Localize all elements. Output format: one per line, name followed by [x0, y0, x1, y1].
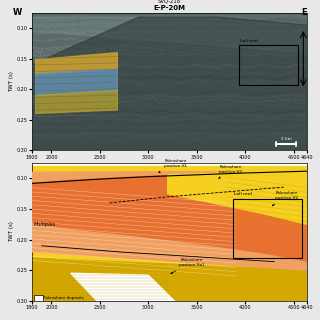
Y-axis label: TWT (s): TWT (s) — [9, 221, 14, 243]
Text: Paleoshore
position H1: Paleoshore position H1 — [159, 159, 187, 172]
Text: Lafi reef: Lafi reef — [234, 192, 252, 196]
Bar — [239, 45, 298, 85]
Text: Paleoshore
position Ha1: Paleoshore position Ha1 — [171, 258, 204, 274]
Text: Paleoshore
position H3: Paleoshore position H3 — [219, 165, 242, 179]
Text: W: W — [13, 8, 22, 17]
Y-axis label: TWT (s): TWT (s) — [9, 71, 14, 92]
Polygon shape — [32, 258, 307, 304]
Text: Lafi reef: Lafi reef — [240, 39, 258, 43]
Text: Multiples: Multiples — [34, 222, 56, 227]
Polygon shape — [168, 171, 307, 224]
Text: E: E — [301, 8, 307, 17]
Polygon shape — [32, 171, 307, 261]
Text: 2 km: 2 km — [281, 137, 291, 141]
Polygon shape — [32, 17, 307, 150]
Polygon shape — [32, 171, 307, 270]
Bar — [233, 199, 302, 258]
Polygon shape — [226, 171, 307, 221]
Bar — [34, 295, 43, 302]
Title: E-P-20M: E-P-20M — [154, 5, 186, 11]
Polygon shape — [32, 166, 307, 304]
Polygon shape — [71, 273, 177, 304]
Text: Paleoshore
position H2: Paleoshore position H2 — [272, 191, 299, 206]
Polygon shape — [32, 17, 307, 52]
Text: SVQ-218: SVQ-218 — [158, 0, 181, 3]
Text: Paleoshore deposits: Paleoshore deposits — [44, 296, 84, 300]
